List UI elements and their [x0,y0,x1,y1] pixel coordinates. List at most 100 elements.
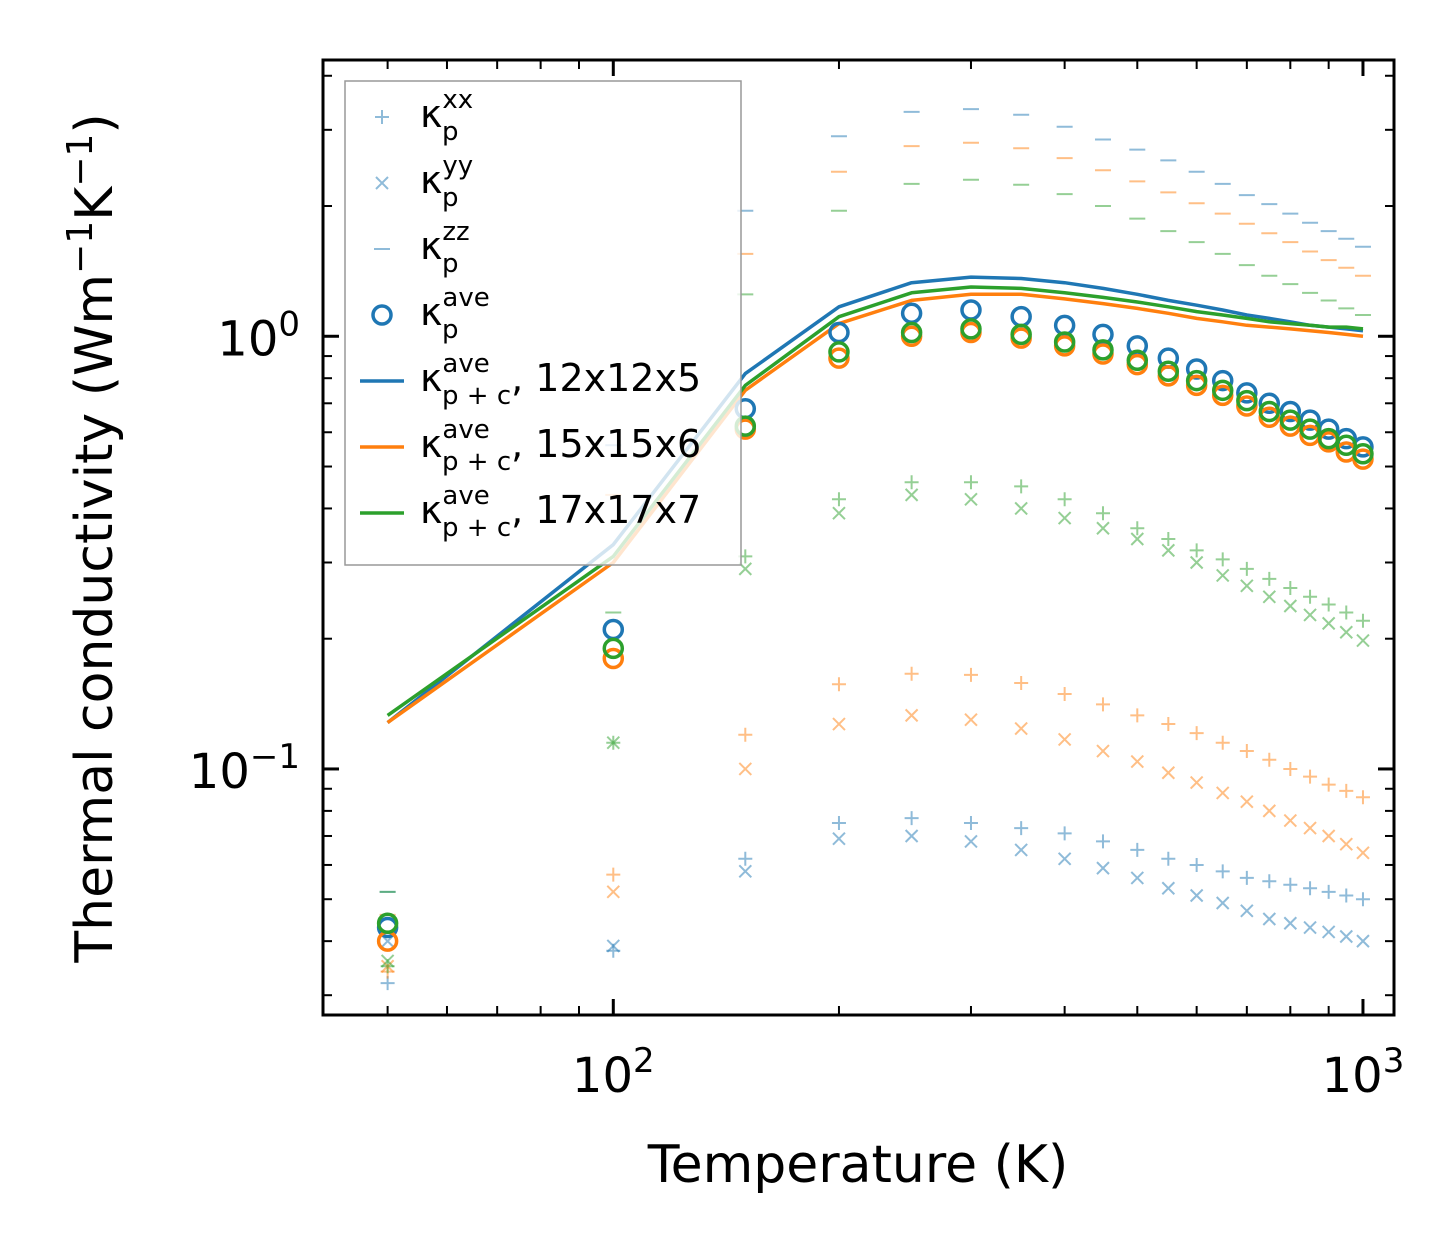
kxx-point [1303,589,1318,604]
kyy-point [1057,852,1072,866]
kave-point [1211,379,1234,402]
kxx-point [1161,717,1176,732]
kave-point [900,302,923,325]
kxx-point [1057,826,1072,841]
y-tick-label: 100 [217,304,300,367]
kxx-point [1321,597,1336,612]
kyy-point [964,834,978,849]
kxx-point [1339,888,1354,903]
kxx-point [831,816,846,831]
kxx-point [963,667,978,682]
kave-point [1053,331,1076,353]
kxx-point [1161,531,1176,546]
kave-point [1236,389,1258,412]
kxx-point [1262,752,1277,767]
kave-point [1236,382,1258,404]
kxx-point [1130,708,1145,723]
kxx-point [1321,884,1336,899]
kxx-point [831,677,846,692]
kxx-point [904,475,919,490]
kave-point [1299,418,1321,440]
plot-marks [376,108,1374,991]
legend-label: κxx p [420,85,473,147]
kxx-point [1339,783,1354,798]
kxx-point [1057,492,1072,507]
kyy-point [1014,721,1028,736]
kyy-point [904,829,919,843]
kyy-point [1262,804,1277,818]
kxx-point [1215,864,1230,879]
kyy-point [1303,920,1317,935]
kave-point [1317,427,1340,450]
tick-labels: 102 103 10−1 100 [189,304,1405,1104]
kxx-point [1189,543,1204,558]
kyy-point [832,831,846,846]
kave-point [1157,360,1180,383]
kxx-point [1239,561,1254,576]
kxx-point [738,727,753,742]
kyy-point [1096,521,1110,535]
kxx-point [1262,571,1277,586]
kyy-point [1130,754,1144,769]
kyy-point [606,939,620,953]
kxx-point [1014,676,1029,690]
kave-point [828,347,850,369]
kxx-point [1215,735,1230,750]
legend-label: κave p + c, 15x15x6 [420,415,701,477]
legend-label: κyy p [420,151,473,213]
kave-point [1352,443,1374,465]
kyy-point [606,885,620,899]
kxx-point [963,816,978,831]
kyy-point [1216,568,1230,583]
kyy-point [1130,871,1144,885]
kxx-point [1355,790,1370,805]
legend-label: κave p [420,283,490,345]
kave-point [900,321,923,344]
kyy-point [1356,934,1370,948]
kxx-point [1283,877,1298,892]
y-axis-label: Thermal conductivity (Wm−1K−1) [60,113,125,963]
kxx-point [1095,697,1110,712]
legend-label: κave p + c, 12x12x5 [420,349,701,411]
kyy-point [1283,599,1298,613]
kxx-point [1339,605,1354,620]
kyy-point [1262,590,1277,604]
kyy-point [904,708,919,723]
kyy-point [1096,744,1110,758]
kave-point [1092,339,1114,361]
kxx-point [1283,761,1298,776]
kxx-point [963,475,978,490]
kyy-point [1161,543,1176,558]
kxx-point [1355,892,1370,907]
kxx-point [1130,521,1145,536]
kave-point [602,618,625,641]
kyy-point [1161,881,1176,895]
kyy-point [1283,813,1298,828]
kxx-point [1239,870,1254,885]
kyy-point [1014,843,1028,857]
kyy-point [606,735,620,750]
kyy-point [1240,579,1254,593]
kyy-point [904,488,919,502]
kave-point [602,647,625,670]
kyy-point [1240,904,1254,918]
kyy-point [1240,795,1254,809]
x-tick-label: 102 [572,1041,655,1104]
kyy-point [1356,846,1370,860]
kyy-point [1321,925,1336,939]
kxx-point [1303,769,1318,784]
kave-point [1126,349,1149,372]
kxx-point [1303,881,1318,896]
legend-handle-plus [375,110,389,124]
kxx-point [1014,479,1029,494]
kyy-point [1057,732,1072,747]
y-tick-label: 10−1 [189,737,300,800]
kave-point [1335,434,1358,456]
kyy-point [1283,916,1298,930]
kave-point [376,912,399,934]
kyy-point [1189,775,1204,790]
kave-point [960,299,982,321]
kave-point [1010,323,1032,346]
kxx-point [1057,687,1072,702]
